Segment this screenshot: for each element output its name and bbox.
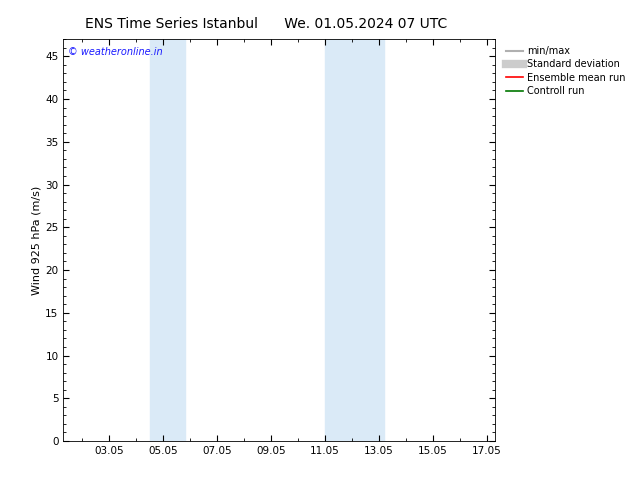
Text: ENS Time Series Istanbul      We. 01.05.2024 07 UTC: ENS Time Series Istanbul We. 01.05.2024 …	[85, 17, 448, 31]
Bar	[150, 39, 185, 441]
Y-axis label: Wind 925 hPa (m/s): Wind 925 hPa (m/s)	[31, 186, 41, 294]
Legend: min/max, Standard deviation, Ensemble mean run, Controll run: min/max, Standard deviation, Ensemble me…	[503, 44, 628, 98]
Bar	[325, 39, 384, 441]
Text: © weatheronline.in: © weatheronline.in	[68, 47, 162, 57]
